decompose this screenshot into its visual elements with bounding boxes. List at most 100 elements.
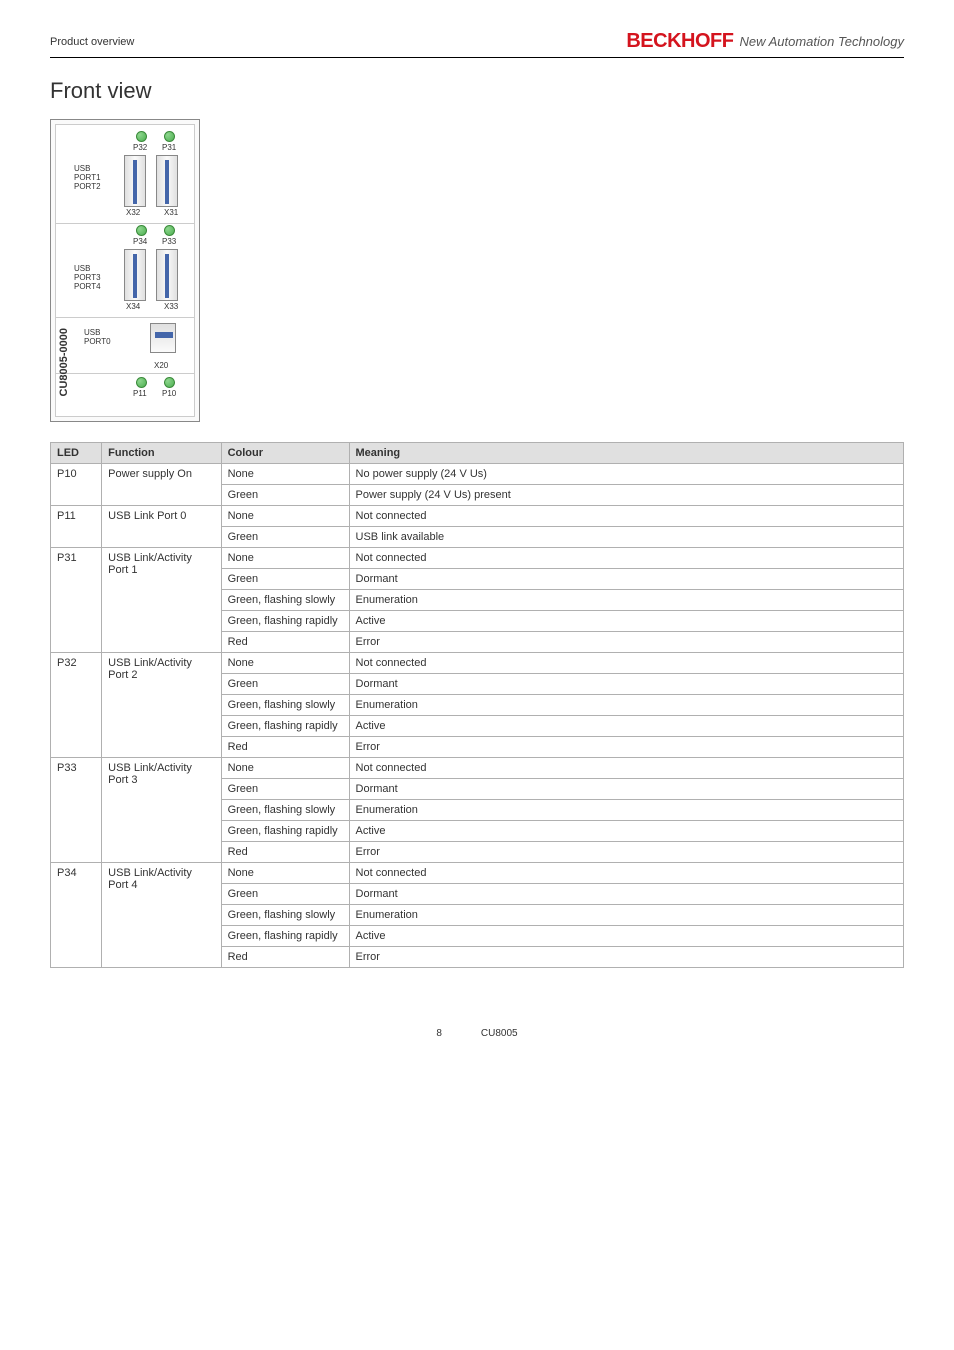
cell-meaning: Error: [349, 842, 903, 863]
cell-colour: Green, flashing slowly: [221, 905, 349, 926]
footer: 8 CU8005: [50, 1028, 904, 1039]
cell-meaning: Dormant: [349, 569, 903, 590]
cell-colour: Green, flashing slowly: [221, 800, 349, 821]
cell-meaning: Dormant: [349, 779, 903, 800]
table-header-row: LED Function Colour Meaning: [51, 443, 904, 464]
cell-colour: Red: [221, 842, 349, 863]
cell-function: USB Link/Activity Port 1: [102, 548, 221, 653]
cell-function: USB Link/Activity Port 4: [102, 863, 221, 968]
table-row: P33USB Link/Activity Port 3NoneNot conne…: [51, 758, 904, 779]
table-row: P10Power supply OnNoneNo power supply (2…: [51, 464, 904, 485]
label-p31: P31: [162, 144, 176, 153]
led-p32: [136, 131, 147, 142]
cell-meaning: Not connected: [349, 758, 903, 779]
cell-meaning: Enumeration: [349, 905, 903, 926]
cell-meaning: Enumeration: [349, 800, 903, 821]
table-body: P10Power supply OnNoneNo power supply (2…: [51, 464, 904, 968]
cell-colour: Red: [221, 632, 349, 653]
port-x32: [124, 155, 146, 207]
label-x31: X31: [164, 209, 178, 218]
cell-meaning: Active: [349, 716, 903, 737]
page-header: Product overview BECKHOFF New Automation…: [50, 30, 904, 58]
cell-colour: None: [221, 758, 349, 779]
label-p11: P11: [133, 390, 147, 399]
port-x31: [156, 155, 178, 207]
cell-colour: None: [221, 548, 349, 569]
cell-meaning: USB link available: [349, 527, 903, 548]
label-p34: P34: [133, 238, 147, 247]
header-left-text: Product overview: [50, 36, 134, 48]
cell-meaning: Active: [349, 821, 903, 842]
device-figure: P32 P31 X32 X31 USB PORT1 PORT2 P34 P33 …: [50, 119, 200, 422]
cell-colour: None: [221, 863, 349, 884]
port-x34: [124, 249, 146, 301]
cell-meaning: Active: [349, 926, 903, 947]
table-row: P31USB Link/Activity Port 1NoneNot conne…: [51, 548, 904, 569]
cell-meaning: Active: [349, 611, 903, 632]
cell-function: Power supply On: [102, 464, 221, 506]
port-x33: [156, 249, 178, 301]
port-x20: [150, 323, 176, 353]
cell-colour: None: [221, 653, 349, 674]
th-function: Function: [102, 443, 221, 464]
cell-colour: Red: [221, 737, 349, 758]
section-title: Front view: [50, 78, 904, 104]
cell-meaning: Not connected: [349, 863, 903, 884]
cell-colour: Green, flashing rapidly: [221, 821, 349, 842]
cell-meaning: Not connected: [349, 548, 903, 569]
label-x20: X20: [154, 362, 168, 371]
cell-colour: Green: [221, 779, 349, 800]
logo: BECKHOFF: [626, 30, 733, 53]
label-x32: X32: [126, 209, 140, 218]
th-meaning: Meaning: [349, 443, 903, 464]
label-usb-port34: USB PORT3 PORT4: [74, 265, 101, 291]
cell-meaning: Error: [349, 947, 903, 968]
separator-2: [56, 317, 194, 318]
label-p33: P33: [162, 238, 176, 247]
table-row: P11USB Link Port 0NoneNot connected: [51, 506, 904, 527]
label-usb-port0: USB PORT0: [84, 329, 111, 347]
cell-meaning: Dormant: [349, 674, 903, 695]
cell-colour: Green, flashing rapidly: [221, 716, 349, 737]
cell-meaning: Dormant: [349, 884, 903, 905]
cell-led: P10: [51, 464, 102, 506]
label-p32: P32: [133, 144, 147, 153]
cell-meaning: Power supply (24 V Us) present: [349, 485, 903, 506]
cell-meaning: Enumeration: [349, 590, 903, 611]
th-colour: Colour: [221, 443, 349, 464]
cell-colour: Green, flashing rapidly: [221, 926, 349, 947]
table-row: P34USB Link/Activity Port 4NoneNot conne…: [51, 863, 904, 884]
cell-colour: None: [221, 464, 349, 485]
separator-3: [56, 373, 194, 374]
cell-meaning: Not connected: [349, 653, 903, 674]
cell-colour: Green: [221, 569, 349, 590]
led-p11: [136, 377, 147, 388]
cell-led: P34: [51, 863, 102, 968]
footer-page-no: 8: [436, 1028, 442, 1039]
led-p33: [164, 225, 175, 236]
footer-model: CU8005: [481, 1028, 518, 1039]
cell-colour: Green, flashing slowly: [221, 695, 349, 716]
th-led: LED: [51, 443, 102, 464]
model-label: CU8005-0000: [58, 328, 70, 397]
label-p10: P10: [162, 390, 176, 399]
cell-colour: Green: [221, 884, 349, 905]
led-p31: [164, 131, 175, 142]
led-p10: [164, 377, 175, 388]
cell-led: P31: [51, 548, 102, 653]
cell-meaning: Error: [349, 632, 903, 653]
cell-colour: Red: [221, 947, 349, 968]
cell-meaning: Enumeration: [349, 695, 903, 716]
cell-meaning: No power supply (24 V Us): [349, 464, 903, 485]
cell-colour: None: [221, 506, 349, 527]
cell-function: USB Link/Activity Port 3: [102, 758, 221, 863]
cell-function: USB Link/Activity Port 2: [102, 653, 221, 758]
label-usb-port12: USB PORT1 PORT2: [74, 165, 101, 191]
led-p34: [136, 225, 147, 236]
header-right: BECKHOFF New Automation Technology: [626, 30, 904, 53]
label-x33: X33: [164, 303, 178, 312]
device-inner: P32 P31 X32 X31 USB PORT1 PORT2 P34 P33 …: [55, 124, 195, 417]
table-row: P32USB Link/Activity Port 2NoneNot conne…: [51, 653, 904, 674]
led-table: LED Function Colour Meaning P10Power sup…: [50, 442, 904, 968]
cell-meaning: Error: [349, 737, 903, 758]
